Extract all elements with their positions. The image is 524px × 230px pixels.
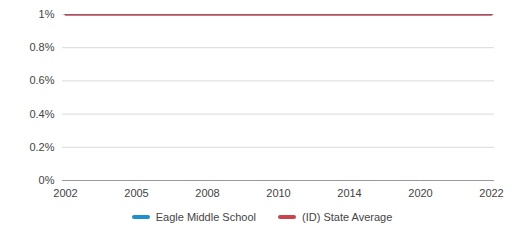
svg-text:2005: 2005 — [124, 187, 148, 199]
svg-text:2010: 2010 — [266, 187, 290, 199]
svg-text:0.2%: 0.2% — [29, 141, 54, 153]
svg-text:2014: 2014 — [337, 187, 361, 199]
svg-text:0%: 0% — [39, 174, 55, 186]
svg-text:2020: 2020 — [408, 187, 432, 199]
svg-text:2008: 2008 — [195, 187, 219, 199]
svg-text:2002: 2002 — [53, 187, 77, 199]
svg-text:0.6%: 0.6% — [29, 74, 54, 86]
html-text:(ID) State Average: (ID) State Average — [302, 211, 393, 223]
svg-text:0.4%: 0.4% — [29, 108, 54, 120]
html-text:Eagle Middle School: Eagle Middle School — [155, 211, 256, 223]
svg-text:2022: 2022 — [479, 187, 503, 199]
svg-text:0.8%: 0.8% — [29, 41, 54, 53]
svg-text:1%: 1% — [39, 8, 55, 20]
